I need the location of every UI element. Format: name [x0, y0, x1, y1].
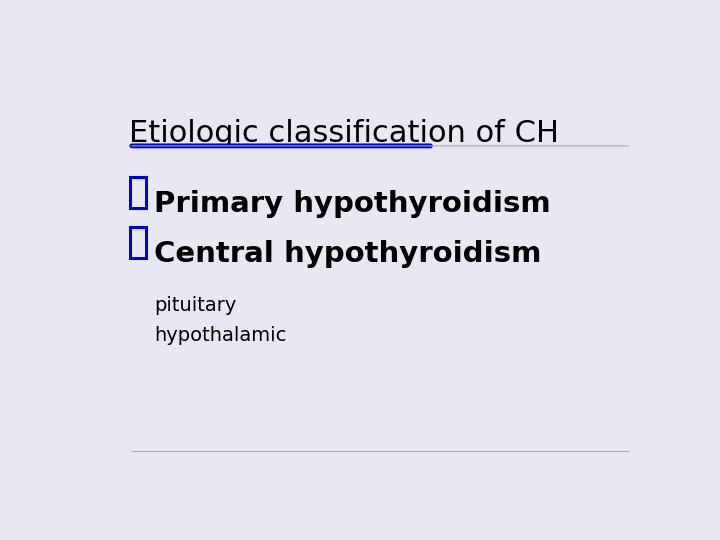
Text: pituitary: pituitary [154, 296, 237, 315]
Text: hypothalamic: hypothalamic [154, 326, 287, 345]
Bar [130, 177, 145, 208]
Text: Etiologic classification of CH: Etiologic classification of CH [129, 119, 559, 148]
Bar [130, 227, 145, 258]
Text: Central hypothyroidism: Central hypothyroidism [154, 240, 541, 268]
Text: Primary hypothyroidism: Primary hypothyroidism [154, 190, 551, 218]
